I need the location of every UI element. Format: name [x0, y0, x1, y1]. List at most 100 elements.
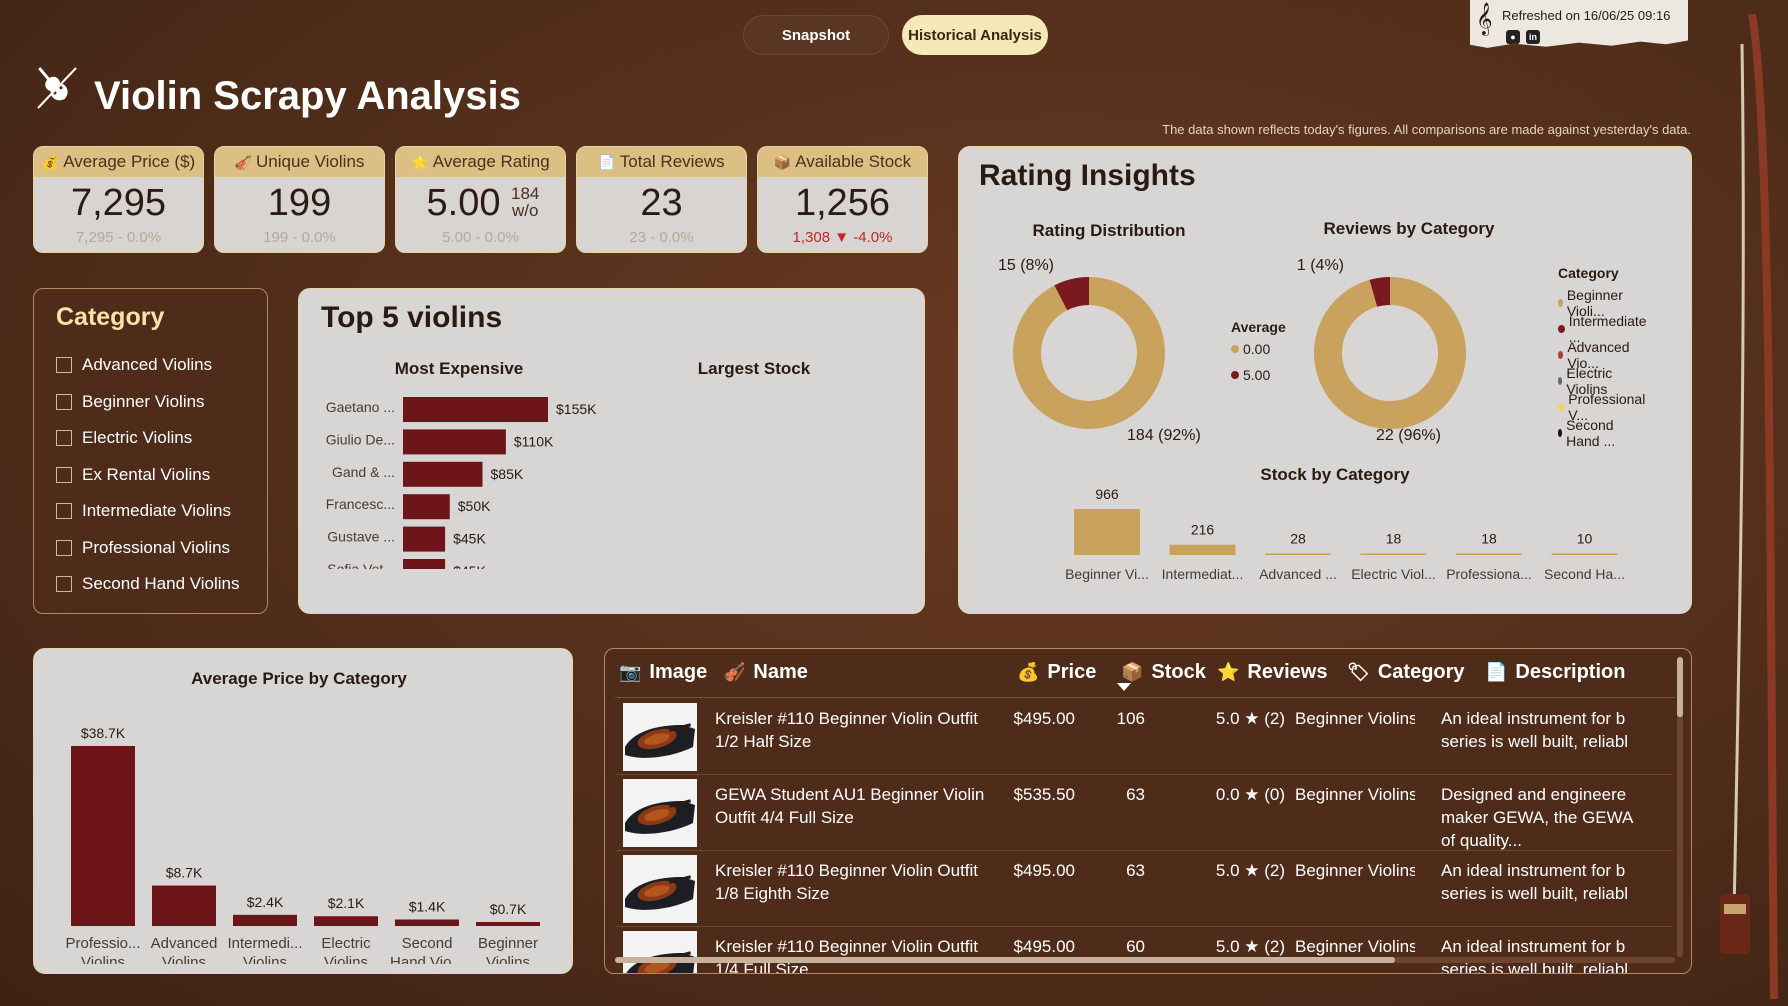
legend-label: 0.00 — [1243, 341, 1271, 357]
violin-description-line: series is well built, reliabl — [1441, 960, 1629, 974]
legend-item[interactable]: Advanced Vio... — [1558, 339, 1632, 371]
star-icon: ⭐ — [1217, 662, 1240, 682]
column-header-stock[interactable]: 📦 Stock — [1121, 661, 1206, 684]
category-title: Category — [56, 303, 165, 331]
most-expensive-title: Most Expensive — [394, 359, 524, 378]
bar-value-label: $45K — [453, 563, 486, 569]
violin-icon — [37, 67, 77, 109]
bar-category-label: Second — [402, 935, 453, 952]
bar-value-label: 18 — [1481, 531, 1497, 547]
category-option[interactable]: Beginner Violins — [56, 392, 205, 412]
table-row[interactable]: Kreisler #110 Beginner Violin Outfit 1/2 … — [615, 699, 1673, 775]
historical-analysis-tab[interactable]: Historical Analysis — [902, 15, 1048, 55]
legend-item[interactable]: 5.00 — [1231, 367, 1270, 383]
category-option[interactable]: Advanced Violins — [56, 355, 212, 375]
legend-dot — [1558, 377, 1563, 385]
checkbox[interactable] — [56, 539, 72, 556]
box-icon: 📦 — [773, 153, 792, 170]
column-header-reviews[interactable]: ⭐ Reviews — [1217, 661, 1327, 684]
violin-stock-line: 63 — [1126, 785, 1145, 804]
bar-category-label: Sofia Vet... — [327, 561, 395, 569]
category-option[interactable]: Professional Violins — [56, 538, 230, 558]
category-option[interactable]: Second Hand Violins — [56, 574, 240, 594]
bar — [1551, 553, 1618, 555]
legend-dot — [1558, 429, 1563, 437]
violin-name-line: Kreisler #110 Beginner Violin Outfit — [715, 937, 979, 956]
violins-table: 📷 Image 🎻 Name 💰 Price 📦 Stock ⭐ Reviews 🏷 Category… — [604, 648, 1692, 974]
checkbox[interactable] — [56, 466, 72, 483]
category-option[interactable]: Intermediate Violins — [56, 501, 231, 521]
violin-name-line: Outfit 4/4 Full Size — [715, 808, 854, 827]
kpi-label: Total Reviews — [619, 152, 725, 171]
violin-thumbnail — [623, 779, 697, 847]
column-header-category[interactable]: 🏷 Category — [1347, 661, 1465, 684]
violin-description: An ideal instrument for b series is well … — [1441, 707, 1673, 753]
avg-price-panel: Average Price by Category $38.7K Professi… — [33, 648, 573, 974]
rating-insights-panel: Rating Insights Rating Distribution Revi… — [958, 146, 1692, 614]
violin-price-line: $535.50 — [1013, 785, 1075, 804]
github-icon[interactable]: ● — [1506, 30, 1520, 44]
legend-item[interactable]: Electric Violins — [1558, 365, 1616, 397]
violin-name-line: 1/4 Full Size — [715, 960, 809, 974]
bar-category-label: Violins — [324, 954, 368, 964]
bar-category-label: Advanced ... — [1259, 566, 1337, 582]
bar — [403, 429, 506, 455]
top5-title: Top 5 violins — [321, 301, 503, 334]
checkbox[interactable] — [56, 503, 72, 519]
kpi-card: 📦 Available Stock 1,256 1,308 ▼ -4.0% — [757, 146, 928, 253]
refresh-text: Refreshed on 16/06/25 09:16 — [1502, 8, 1671, 23]
column-header-name[interactable]: 🎻 Name — [723, 661, 808, 684]
kpi-label: Unique Violins — [256, 152, 365, 171]
checkbox[interactable] — [56, 576, 72, 592]
snapshot-tab[interactable]: Snapshot — [743, 15, 889, 55]
table-row[interactable]: Kreisler #110 Beginner Violin Outfit 1/4 … — [615, 927, 1673, 974]
violin-thumbnail — [623, 703, 697, 771]
violin-category: Beginner Violins — [1295, 859, 1415, 882]
checkbox[interactable] — [56, 357, 72, 373]
category-option[interactable]: Ex Rental Violins — [56, 465, 210, 485]
bar-category-label: Hand Vio... — [390, 954, 464, 964]
legend-label: Beginner Violi... — [1566, 287, 1623, 319]
category-option-label: Intermediate Violins — [82, 501, 231, 520]
legend-item[interactable]: Beginner Violi... — [1558, 287, 1626, 319]
reviews-by-category-chart: 22 (96%) 1 (4%) — [1297, 257, 1466, 444]
category-option-label: Ex Rental Violins — [82, 464, 211, 484]
bar — [1265, 553, 1331, 555]
column-header-price[interactable]: 💰 Price — [1017, 661, 1096, 684]
legend-item[interactable]: Second Hand ... — [1558, 417, 1617, 449]
sort-desc-icon[interactable] — [1117, 683, 1131, 693]
violin-bow-decoration — [1720, 14, 1778, 1000]
legend-item[interactable]: Professional V... — [1558, 391, 1647, 423]
violin-category-line: Beginner Violins — [1295, 861, 1415, 880]
horizontal-scrollbar[interactable] — [615, 957, 1675, 963]
checkbox[interactable] — [56, 430, 72, 446]
violin-category: Beginner Violins — [1295, 707, 1415, 730]
violin-case-image — [626, 951, 695, 973]
legend-dot — [1558, 351, 1564, 359]
linkedin-icon[interactable]: in — [1526, 30, 1540, 44]
checkbox[interactable] — [56, 393, 72, 410]
kpi-value: 7,295 — [70, 182, 167, 224]
column-header-image[interactable]: 📷 Image — [619, 661, 707, 684]
legend-dot — [1558, 325, 1565, 333]
violin-name-line: Kreisler #110 Beginner Violin Outfit — [715, 861, 979, 880]
category-option[interactable]: Electric Violins — [56, 428, 192, 448]
avg-price-title: Average Price by Category — [191, 669, 407, 688]
violin-description-line: Designed and engineere — [1441, 785, 1627, 804]
column-header-description[interactable]: 📄 Description — [1485, 661, 1625, 684]
legend-item[interactable]: Intermediate ... — [1558, 313, 1648, 345]
bar-category-label: Intermediat... — [1162, 566, 1244, 582]
bar — [71, 746, 135, 926]
violin-reviews: 5.0 ★ (2) — [1175, 935, 1285, 958]
legend-label: Professional V... — [1568, 391, 1646, 423]
table-row[interactable]: GEWA Student AU1 Beginner Violin Outfit 4… — [615, 775, 1673, 851]
reviews-by-category-title: Reviews by Category — [1323, 219, 1495, 238]
vertical-scrollbar[interactable] — [1677, 657, 1683, 957]
bar — [403, 559, 446, 569]
violin-case-image — [625, 799, 695, 834]
violin-name: GEWA Student AU1 Beginner Violin Outfit 4… — [715, 783, 1005, 829]
column-header-label: Reviews — [1247, 661, 1328, 683]
bar — [403, 526, 446, 552]
table-row[interactable]: Kreisler #110 Beginner Violin Outfit 1/8 … — [615, 851, 1673, 927]
legend-item[interactable]: 0.00 — [1231, 341, 1270, 357]
